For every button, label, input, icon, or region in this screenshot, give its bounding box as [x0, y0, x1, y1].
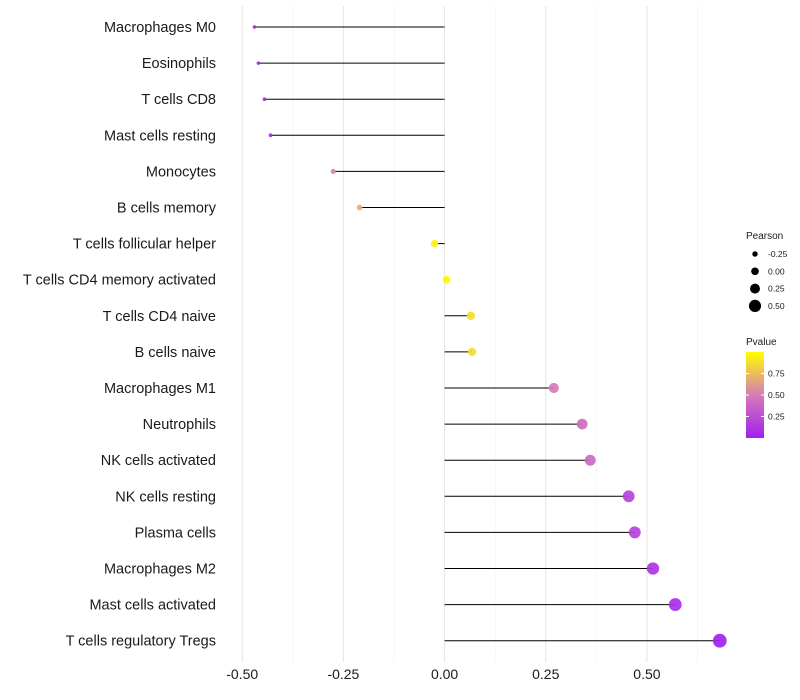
size-legend-title: Pearson — [746, 231, 783, 242]
category-label: Plasma cells — [135, 525, 216, 541]
colorbar-label: 0.75 — [768, 369, 785, 379]
lollipop-point — [622, 490, 635, 503]
x-tick-label: -0.25 — [327, 666, 359, 682]
x-tick-label: -0.50 — [226, 666, 258, 682]
color-legend-title: Pvalue — [746, 337, 777, 348]
lollipop-point — [252, 25, 257, 29]
size-legend-key — [752, 251, 758, 257]
size-legend-label: 0.50 — [768, 301, 785, 311]
x-tick-label: 0.00 — [431, 666, 458, 682]
lollipop-point — [668, 598, 682, 612]
size-legend-key — [748, 299, 762, 312]
x-axis-ticks: -0.50 -0.25 0.00 0.25 0.50 — [226, 666, 660, 682]
category-label: Eosinophils — [142, 56, 216, 72]
size-legend-key — [750, 283, 760, 294]
lollipop-point — [268, 133, 273, 138]
category-label: B cells memory — [117, 201, 217, 217]
lollipop-point — [646, 562, 660, 575]
category-label: T cells CD8 — [141, 92, 216, 108]
category-label: B cells naive — [135, 345, 216, 361]
lollipop-point — [712, 633, 727, 648]
category-label: T cells follicular helper — [73, 237, 216, 253]
points — [252, 25, 727, 648]
lollipop-point — [466, 311, 476, 320]
stems — [254, 26, 720, 642]
size-legend-label: 0.00 — [768, 266, 785, 276]
x-tick-label: 0.50 — [633, 666, 660, 682]
pvalue-colorbar — [746, 352, 764, 438]
lollipop-point — [356, 204, 363, 211]
lollipop-point — [330, 168, 336, 175]
category-label: Mast cells activated — [89, 598, 216, 614]
category-label: NK cells activated — [101, 453, 216, 469]
lollipop-point — [467, 347, 477, 357]
category-label: Macrophages M0 — [104, 20, 216, 36]
category-labels: Macrophages M0 Eosinophils T cells CD8 Mast… — [23, 20, 217, 650]
lollipop-point — [548, 382, 559, 394]
category-label: T cells CD4 naive — [103, 309, 216, 325]
lollipop-point — [628, 526, 641, 539]
size-legend-key — [751, 267, 759, 276]
category-label: NK cells resting — [115, 489, 216, 505]
category-label: T cells regulatory Tregs — [66, 634, 216, 650]
lollipop-point — [584, 454, 596, 466]
size-legend: Pearson -0.25 0.00 0.25 0.50 — [746, 231, 788, 312]
category-label: Monocytes — [146, 164, 216, 180]
size-legend-label: 0.25 — [768, 284, 785, 294]
lollipop-point — [256, 61, 261, 65]
colorbar-label: 0.25 — [768, 412, 785, 422]
x-tick-label: 0.25 — [532, 666, 559, 682]
lollipop-point — [430, 239, 439, 248]
color-legend: Pvalue 0.75 0.50 0.25 — [746, 337, 785, 438]
colorbar-label: 0.50 — [768, 390, 785, 400]
lollipop-point — [576, 418, 588, 430]
size-legend-label: -0.25 — [768, 249, 788, 259]
lollipop-point — [262, 97, 267, 102]
grid — [241, 6, 698, 662]
category-label: Macrophages M2 — [104, 562, 216, 578]
category-label: Neutrophils — [143, 417, 216, 433]
lollipop-point — [442, 275, 451, 284]
category-label: Mast cells resting — [104, 128, 216, 144]
category-label: T cells CD4 memory activated — [23, 273, 216, 289]
category-label: Macrophages M1 — [104, 381, 216, 397]
